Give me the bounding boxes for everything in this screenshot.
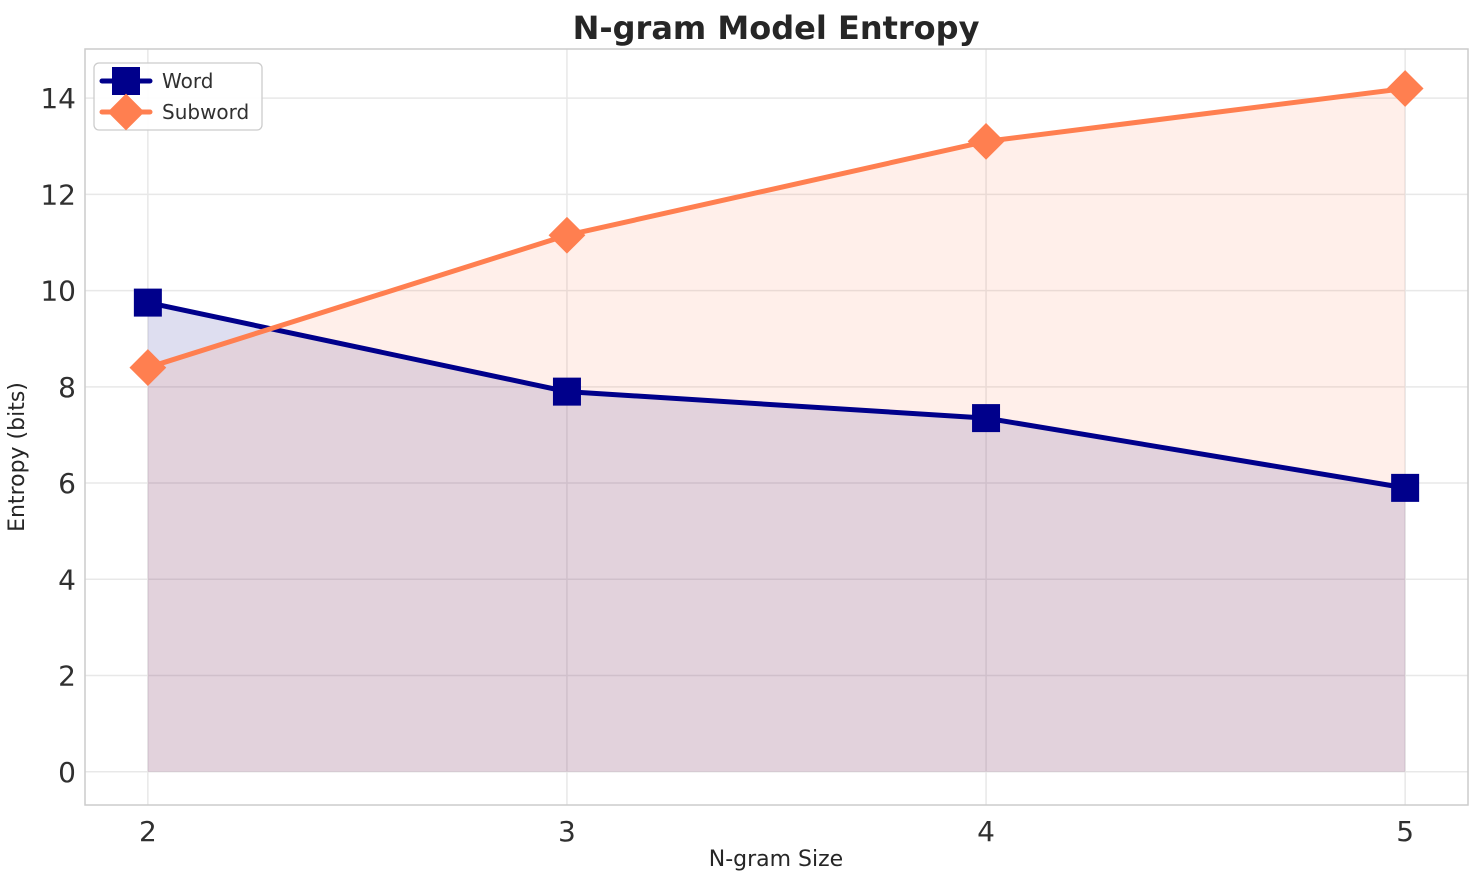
x-tick-label: 4: [977, 815, 995, 848]
y-tick-label: 6: [58, 467, 76, 500]
x-tick-label: 3: [558, 815, 576, 848]
area-fill-subword: [147, 88, 1406, 772]
marker-word-4: [972, 404, 1001, 433]
series-markers: [129, 70, 1424, 502]
y-tick-label: 2: [58, 660, 76, 693]
marker-subword-5: [1386, 70, 1424, 107]
y-tick-label: 10: [40, 275, 76, 308]
legend-label-word: Word: [162, 69, 213, 93]
area-fills: [147, 88, 1406, 772]
legend-marker-word: [112, 67, 140, 95]
series-lines: [145, 85, 1408, 491]
series-line-word: [145, 300, 1408, 491]
marker-word-2: [133, 288, 162, 317]
marker-subword-4: [967, 123, 1005, 160]
y-tick-label: 0: [58, 756, 76, 789]
y-tick-label: 8: [58, 371, 76, 404]
legend: Word Subword: [93, 62, 263, 131]
marker-subword-2: [129, 349, 167, 386]
y-tick-label: 12: [40, 178, 76, 211]
y-tick-labels: 0 2 4 6 8 10 12 14: [40, 82, 76, 789]
marker-word-3: [552, 377, 581, 406]
marker-word-5: [1391, 473, 1420, 502]
marker-subword-3: [548, 216, 586, 254]
gridlines: [85, 49, 1468, 805]
chart-title: N-gram Model Entropy: [573, 9, 980, 47]
x-tick-label: 2: [139, 815, 157, 848]
x-axis-label: N-gram Size: [709, 847, 843, 872]
y-tick-label: 4: [58, 563, 76, 596]
legend-label-subword: Subword: [162, 100, 249, 124]
x-tick-label: 5: [1396, 815, 1414, 848]
series-line-subword: [145, 85, 1408, 371]
y-axis-label: Entropy (bits): [5, 382, 30, 532]
legend-marker-subword: [107, 93, 145, 131]
x-tick-labels: 2 3 4 5: [139, 815, 1414, 848]
y-tick-label: 14: [40, 82, 76, 115]
plot-border: [84, 48, 1469, 806]
area-fill-word: [147, 302, 1406, 772]
